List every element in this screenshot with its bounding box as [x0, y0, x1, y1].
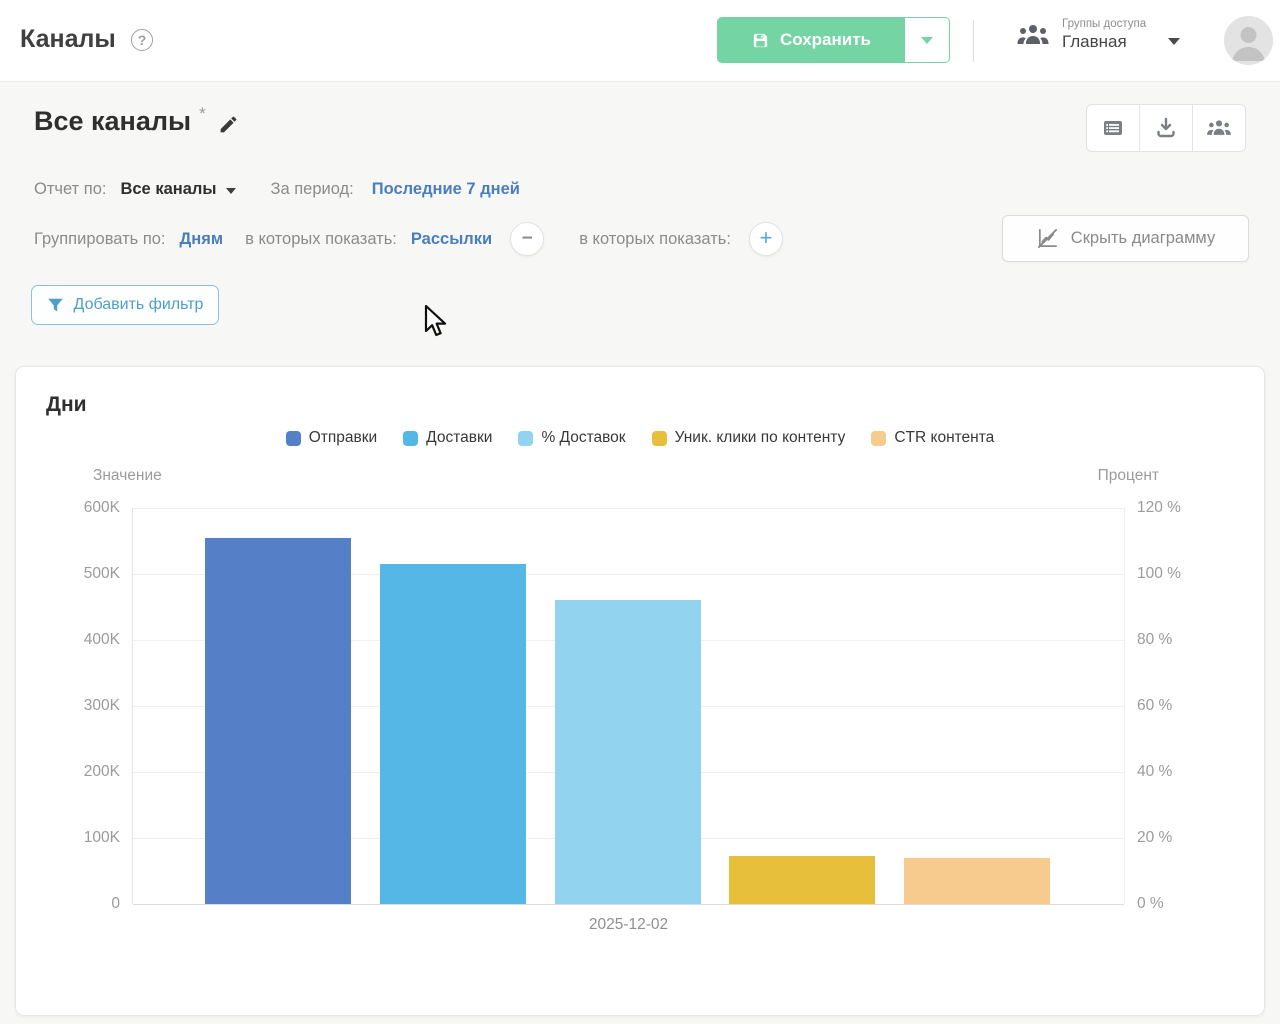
- group-by-link[interactable]: Дням: [180, 230, 224, 249]
- axis-tick: 200K: [16, 762, 120, 782]
- legend-label: % Доставок: [541, 429, 625, 447]
- caret-down-icon: [226, 188, 236, 194]
- save-split-button: Сохранить: [717, 17, 950, 63]
- download-button[interactable]: [1139, 104, 1193, 152]
- axis-tick: 0 %: [1137, 894, 1247, 914]
- minus-icon: −: [522, 229, 533, 248]
- access-group-text: Группы доступа Главная: [1062, 18, 1146, 52]
- left-axis-title: Значение: [93, 467, 162, 485]
- group-by-label: Группировать по:: [34, 230, 166, 249]
- period-link[interactable]: Последние 7 дней: [372, 180, 520, 199]
- legend-swatch: [652, 431, 667, 446]
- show-in-label-1: в которых показать:: [245, 230, 397, 249]
- add-filter-button[interactable]: Добавить фильтр: [31, 285, 219, 325]
- top-bar: Каналы ? Сохранить Группы доступа Главна…: [0, 0, 1280, 82]
- legend-item[interactable]: Доставки: [403, 429, 492, 447]
- add-filter-label: Добавить фильтр: [74, 296, 204, 314]
- legend-item[interactable]: CTR контента: [871, 429, 994, 447]
- access-group-label: Группы доступа: [1062, 18, 1146, 30]
- axis-tick: 60 %: [1137, 696, 1247, 716]
- users-group-icon: [1016, 21, 1050, 49]
- user-avatar[interactable]: [1224, 16, 1273, 65]
- legend-label: Доставки: [426, 429, 492, 447]
- show-in-label-2: в которых показать:: [579, 230, 731, 249]
- axis-tick: 80 %: [1137, 630, 1247, 650]
- chart-slash-icon: [1036, 227, 1059, 250]
- legend-swatch: [518, 431, 533, 446]
- axis-tick: 500K: [16, 564, 120, 584]
- legend-label: Отправки: [309, 429, 377, 447]
- filter-row-grouping: Группировать по: Дням в которых показать…: [34, 221, 783, 257]
- chart-title: Дни: [46, 393, 87, 417]
- help-icon[interactable]: ?: [131, 29, 153, 51]
- legend-item[interactable]: Уник. клики по контенту: [652, 429, 846, 447]
- legend-swatch: [871, 431, 886, 446]
- hide-chart-label: Скрыть диаграмму: [1071, 229, 1215, 248]
- floppy-icon: [751, 31, 770, 50]
- chevron-down-icon: [921, 37, 933, 44]
- filter-row-report: Отчет по: Все каналы За период: Последни…: [34, 180, 520, 199]
- save-button-label: Сохранить: [780, 30, 871, 50]
- save-button[interactable]: Сохранить: [717, 17, 905, 63]
- header-divider: [973, 20, 974, 62]
- axis-tick: 400K: [16, 630, 120, 650]
- report-actions: [1086, 104, 1246, 152]
- add-series-button[interactable]: +: [749, 222, 783, 256]
- funnel-icon: [47, 297, 64, 314]
- access-group-value: Главная: [1062, 32, 1146, 52]
- period-label: За период:: [270, 180, 353, 199]
- legend-label: Уник. клики по контенту: [675, 429, 846, 447]
- right-axis-title: Процент: [1098, 467, 1159, 485]
- report-title-row: Все каналы *: [34, 106, 239, 140]
- legend-swatch: [403, 431, 418, 446]
- gridline: [133, 508, 1124, 509]
- axis-tick: 120 %: [1137, 498, 1247, 518]
- report-title: Все каналы: [34, 106, 191, 137]
- axis-tick: 100 %: [1137, 564, 1247, 584]
- edit-pencil-icon[interactable]: [218, 114, 239, 140]
- axis-tick: 20 %: [1137, 828, 1247, 848]
- bar-Доставки[interactable]: [380, 564, 526, 904]
- legend-label: CTR контента: [894, 429, 994, 447]
- bar-Уник. клики по контенту[interactable]: [729, 856, 875, 904]
- x-axis-line: [133, 904, 1124, 905]
- chevron-down-icon: [1168, 38, 1180, 45]
- page-title: Каналы: [20, 25, 116, 54]
- axis-tick: 300K: [16, 696, 120, 716]
- hide-chart-button[interactable]: Скрыть диаграмму: [1002, 215, 1249, 262]
- legend-swatch: [286, 431, 301, 446]
- x-axis-label: 2025-12-02: [132, 916, 1125, 934]
- axis-tick: 100K: [16, 828, 120, 848]
- axis-tick: 0: [16, 894, 120, 914]
- bar-Отправки[interactable]: [205, 538, 351, 904]
- axis-tick: 600K: [16, 498, 120, 518]
- chart-legend: Отправки Доставки % Доставок Уник. клики по…: [16, 429, 1264, 447]
- chart-card: Дни Отправки Доставки % Доставок Уник. клик…: [15, 366, 1265, 1016]
- table-view-button[interactable]: [1086, 104, 1140, 152]
- report-by-value: Все каналы: [120, 180, 216, 199]
- unsaved-asterisk: *: [199, 104, 206, 124]
- share-users-button[interactable]: [1192, 104, 1246, 152]
- save-dropdown-button[interactable]: [905, 17, 950, 63]
- bar-CTR контента[interactable]: [904, 858, 1050, 904]
- axis-tick: 40 %: [1137, 762, 1247, 782]
- legend-item[interactable]: % Доставок: [518, 429, 625, 447]
- bar-% Доставок[interactable]: [555, 600, 701, 904]
- report-by-label: Отчет по:: [34, 180, 106, 199]
- access-group-selector[interactable]: Группы доступа Главная: [1016, 18, 1180, 52]
- plot-area: [132, 508, 1125, 904]
- report-by-select[interactable]: Все каналы: [120, 180, 236, 199]
- legend-item[interactable]: Отправки: [286, 429, 377, 447]
- mouse-cursor: [424, 305, 450, 346]
- plus-icon: +: [760, 227, 773, 249]
- remove-series-button[interactable]: −: [510, 222, 544, 256]
- show-in-link[interactable]: Рассылки: [411, 230, 492, 249]
